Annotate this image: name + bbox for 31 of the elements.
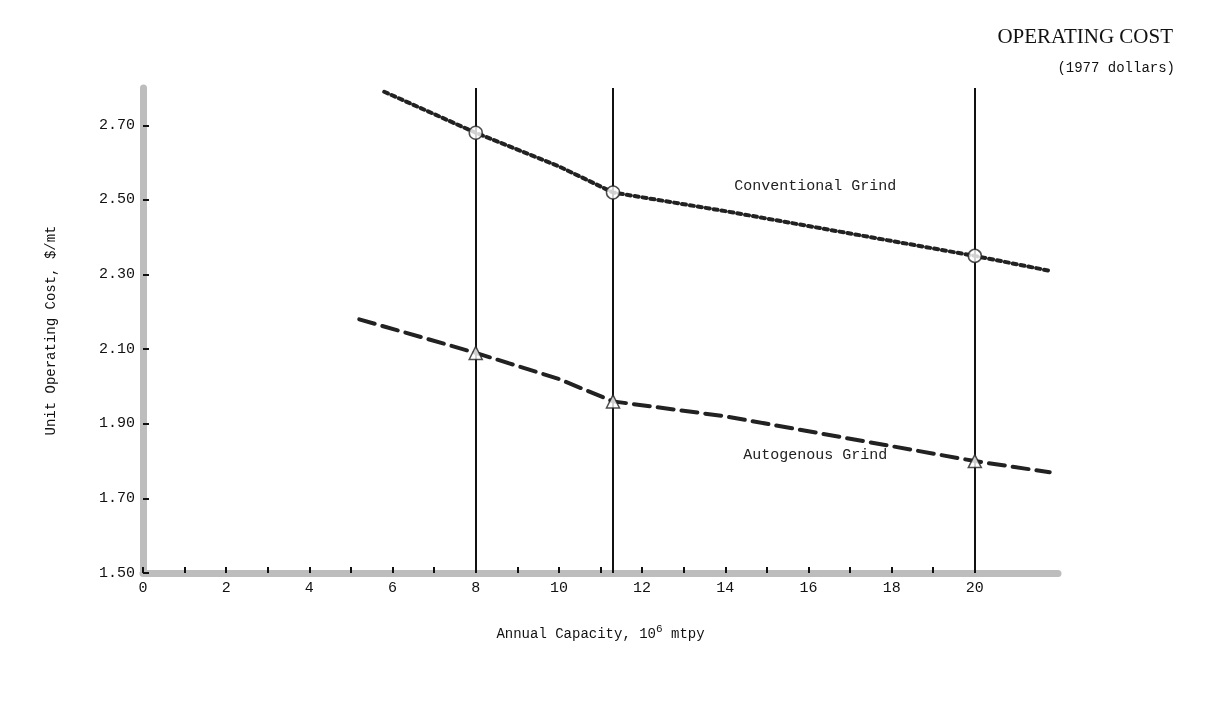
y-tick-label: 2.50 <box>98 191 135 209</box>
point <box>605 394 621 409</box>
x-tick-label: 6 <box>388 580 398 597</box>
chart-title: OPERATING COST <box>997 23 1174 48</box>
line-series <box>357 317 1052 475</box>
y-tick-label: 2.30 <box>98 266 135 284</box>
x-tick-label: 18 <box>882 580 901 597</box>
text: (1977 dollars) <box>1057 60 1176 76</box>
y-tick-label: 1.90 <box>98 415 135 433</box>
point <box>468 345 483 361</box>
x-tick-label: 14 <box>716 580 735 597</box>
point <box>468 125 483 141</box>
point <box>967 453 983 469</box>
series-label: Autogenous Grind <box>743 447 888 465</box>
y-tick-label: 1.50 <box>98 564 135 582</box>
x-tick-label: 4 <box>304 580 314 597</box>
point <box>605 185 621 200</box>
y-tick-label: 2.70 <box>98 116 135 134</box>
x-tick-label: 8 <box>471 580 481 597</box>
series-label: Conventional Grind <box>734 178 897 196</box>
x-tick-label: 12 <box>633 580 652 597</box>
x-tick-label: 20 <box>965 580 984 597</box>
y-tick-label: 1.70 <box>98 489 135 507</box>
x-tick-label: 10 <box>549 580 568 597</box>
y-axis-title: Unit Operating Cost, $/mt <box>43 225 59 436</box>
y-tick-label: 2.10 <box>98 340 135 358</box>
x-tick-label: 0 <box>138 580 148 597</box>
x-tick-label: 2 <box>221 580 231 597</box>
x-tick-label: 16 <box>799 580 818 597</box>
point <box>967 248 983 264</box>
line-series <box>382 89 1052 273</box>
